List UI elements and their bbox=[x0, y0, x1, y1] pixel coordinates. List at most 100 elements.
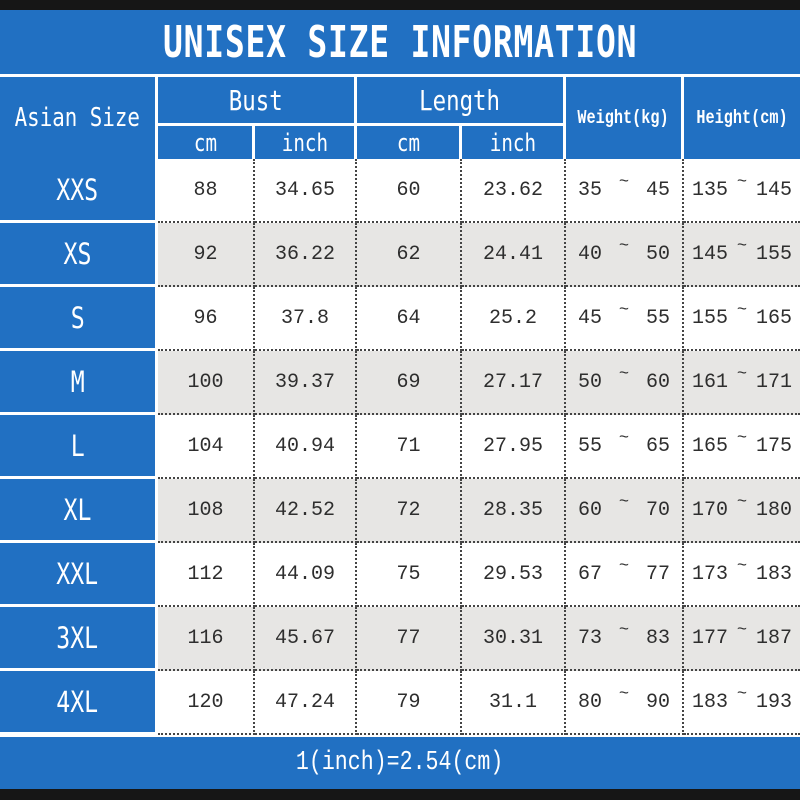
bust-inch-value: 36.22 bbox=[255, 223, 357, 287]
size-label: 3XL bbox=[56, 620, 99, 655]
height-min-value: 183 bbox=[692, 690, 729, 714]
table-row: 3XL 116 45.67 77 30.31 73 ~ 83 177 ~ 187 bbox=[0, 607, 800, 671]
length-inch-value: 29.53 bbox=[462, 543, 566, 607]
length-cm-value: 62 bbox=[357, 223, 462, 287]
weight-range: 35 ~ 45 bbox=[566, 159, 684, 223]
table-row: XS 92 36.22 62 24.41 40 ~ 50 145 ~ 155 bbox=[0, 223, 800, 287]
height-range: 165 ~ 175 bbox=[684, 415, 800, 479]
size-label-cell: XL bbox=[0, 479, 158, 543]
weight-min-value: 40 bbox=[578, 242, 603, 266]
bust-inch-value: 40.94 bbox=[255, 415, 357, 479]
length-cm-value: 71 bbox=[357, 415, 462, 479]
height-max-value: 187 bbox=[755, 626, 792, 650]
height-min-value: 177 bbox=[692, 626, 729, 650]
weight-min-value: 55 bbox=[578, 434, 603, 458]
length-inch-value: 27.17 bbox=[462, 351, 566, 415]
conversion-note: 1(inch)=2.54(cm) bbox=[296, 748, 504, 778]
length-inch-value: 31.1 bbox=[462, 671, 566, 735]
bust-cm-value: 104 bbox=[158, 415, 255, 479]
weight-range: 67 ~ 77 bbox=[566, 543, 684, 607]
weight-max-value: 70 bbox=[645, 498, 670, 522]
weight-range: 80 ~ 90 bbox=[566, 671, 684, 735]
weight-max-value: 45 bbox=[645, 178, 670, 202]
size-label: S bbox=[70, 300, 85, 335]
weight-min-value: 80 bbox=[578, 690, 603, 714]
size-label: L bbox=[70, 428, 85, 463]
weight-max-value: 50 bbox=[645, 242, 670, 266]
size-label: M bbox=[70, 364, 85, 399]
table-body: XXS 88 34.65 60 23.62 35 ~ 45 135 ~ 145 … bbox=[0, 159, 800, 735]
table-header: Asian Size Bust Length Weight(kg) Height… bbox=[0, 77, 800, 159]
bust-cm-value: 96 bbox=[158, 287, 255, 351]
bust-cm-value: 108 bbox=[158, 479, 255, 543]
length-inch-value: 28.35 bbox=[462, 479, 566, 543]
length-cm-value: 69 bbox=[357, 351, 462, 415]
tilde-separator: ~ bbox=[618, 236, 630, 256]
table-row: S 96 37.8 64 25.2 45 ~ 55 155 ~ 165 bbox=[0, 287, 800, 351]
tilde-separator: ~ bbox=[618, 620, 630, 640]
weight-min-value: 50 bbox=[578, 370, 603, 394]
bust-cm-value: 120 bbox=[158, 671, 255, 735]
table-row: XXL 112 44.09 75 29.53 67 ~ 77 173 ~ 183 bbox=[0, 543, 800, 607]
weight-max-value: 55 bbox=[645, 306, 670, 330]
length-inch-value: 23.62 bbox=[462, 159, 566, 223]
weight-min-value: 73 bbox=[578, 626, 603, 650]
length-cm-value: 77 bbox=[357, 607, 462, 671]
size-label-cell: XXL bbox=[0, 543, 158, 607]
height-min-value: 155 bbox=[692, 306, 729, 330]
header-label: Length bbox=[419, 83, 501, 117]
height-min-value: 173 bbox=[692, 562, 729, 586]
footer-band: 1(inch)=2.54(cm) bbox=[0, 735, 800, 789]
size-label: XXL bbox=[56, 556, 99, 591]
table-row: L 104 40.94 71 27.95 55 ~ 65 165 ~ 175 bbox=[0, 415, 800, 479]
tilde-separator: ~ bbox=[736, 492, 748, 512]
bust-cm-value: 112 bbox=[158, 543, 255, 607]
weight-max-value: 60 bbox=[645, 370, 670, 394]
header-label: cm bbox=[193, 128, 217, 157]
table-row: 4XL 120 47.24 79 31.1 80 ~ 90 183 ~ 193 bbox=[0, 671, 800, 735]
header-label: inch bbox=[489, 128, 536, 157]
height-max-value: 183 bbox=[755, 562, 792, 586]
height-range: 135 ~ 145 bbox=[684, 159, 800, 223]
weight-range: 60 ~ 70 bbox=[566, 479, 684, 543]
size-label-cell: M bbox=[0, 351, 158, 415]
bust-inch-value: 37.8 bbox=[255, 287, 357, 351]
height-range: 145 ~ 155 bbox=[684, 223, 800, 287]
col-header-weight: Weight(kg) bbox=[566, 77, 684, 159]
bust-inch-value: 42.52 bbox=[255, 479, 357, 543]
tilde-separator: ~ bbox=[618, 428, 630, 448]
weight-range: 73 ~ 83 bbox=[566, 607, 684, 671]
col-header-bust: Bust bbox=[158, 77, 357, 126]
header-label: Height(cm) bbox=[696, 107, 788, 129]
bust-cm-value: 100 bbox=[158, 351, 255, 415]
header-label: Weight(kg) bbox=[577, 107, 670, 129]
size-label-cell: XXS bbox=[0, 159, 158, 223]
tilde-separator: ~ bbox=[736, 172, 748, 192]
height-min-value: 165 bbox=[692, 434, 729, 458]
weight-max-value: 77 bbox=[645, 562, 670, 586]
tilde-separator: ~ bbox=[618, 492, 630, 512]
col-header-asian-size: Asian Size bbox=[0, 77, 158, 159]
length-cm-value: 72 bbox=[357, 479, 462, 543]
height-range: 161 ~ 171 bbox=[684, 351, 800, 415]
bust-cm-value: 92 bbox=[158, 223, 255, 287]
bust-cm-value: 88 bbox=[158, 159, 255, 223]
length-cm-value: 64 bbox=[357, 287, 462, 351]
size-label: XXS bbox=[56, 172, 99, 207]
height-range: 177 ~ 187 bbox=[684, 607, 800, 671]
height-range: 155 ~ 165 bbox=[684, 287, 800, 351]
height-range: 173 ~ 183 bbox=[684, 543, 800, 607]
col-header-length: Length bbox=[357, 77, 566, 126]
bottom-black-bar bbox=[0, 789, 800, 800]
size-label: 4XL bbox=[56, 684, 99, 719]
weight-max-value: 83 bbox=[645, 626, 670, 650]
col-header-height: Height(cm) bbox=[684, 77, 800, 159]
length-cm-value: 79 bbox=[357, 671, 462, 735]
height-max-value: 193 bbox=[755, 690, 792, 714]
length-cm-value: 75 bbox=[357, 543, 462, 607]
height-range: 183 ~ 193 bbox=[684, 671, 800, 735]
length-inch-value: 27.95 bbox=[462, 415, 566, 479]
tilde-separator: ~ bbox=[736, 684, 748, 704]
height-max-value: 165 bbox=[755, 306, 792, 330]
